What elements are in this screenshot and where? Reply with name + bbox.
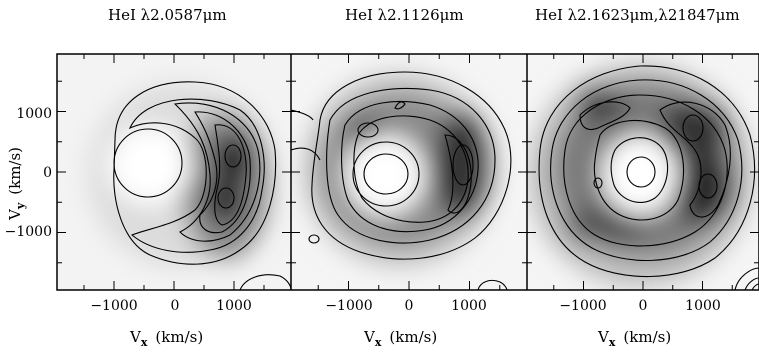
- x-tick-label-p1-neg1000: −1000: [90, 298, 137, 314]
- x-axis-title-panel-1: Vx (km/s): [129, 328, 203, 349]
- panel-1-title: HeI λ2.0587μm: [108, 6, 227, 24]
- y-tick-label-1000: 1000: [16, 106, 52, 122]
- axis-ticks: [57, 54, 759, 290]
- y-tick-label-0: 0: [43, 165, 52, 181]
- panel-2-title: HeI λ2.1126μm: [345, 6, 464, 24]
- x-tick-label-p3-1000: 1000: [685, 298, 721, 314]
- x-axis-title-panel-2: Vx (km/s): [363, 328, 437, 349]
- panel-1-plot: [57, 54, 291, 290]
- panel-2-plot: [291, 54, 527, 290]
- x-tick-label-p3-0: 0: [639, 298, 648, 314]
- panel-3-plot: [527, 54, 759, 290]
- x-axis-title-panel-3: Vx (km/s): [597, 328, 671, 349]
- x-tick-label-p2-1000: 1000: [451, 298, 487, 314]
- x-tick-label-p2-0: 0: [405, 298, 414, 314]
- panel-3-contours: [538, 65, 759, 290]
- x-tick-label-p2-neg1000: −1000: [325, 298, 372, 314]
- y-axis-title: Vy(km/s): [6, 147, 27, 221]
- panel-2-contours: [291, 71, 512, 290]
- x-tick-label-p1-0: 0: [171, 298, 180, 314]
- panel-1-contours: [113, 81, 291, 290]
- x-tick-label-p3-neg1000: −1000: [559, 298, 606, 314]
- x-tick-label-p1-1000: 1000: [216, 298, 252, 314]
- y-tick-label-neg1000: −1000: [5, 224, 52, 240]
- panel-3-title: HeI λ2.1623μm,λ21847μm: [535, 6, 740, 24]
